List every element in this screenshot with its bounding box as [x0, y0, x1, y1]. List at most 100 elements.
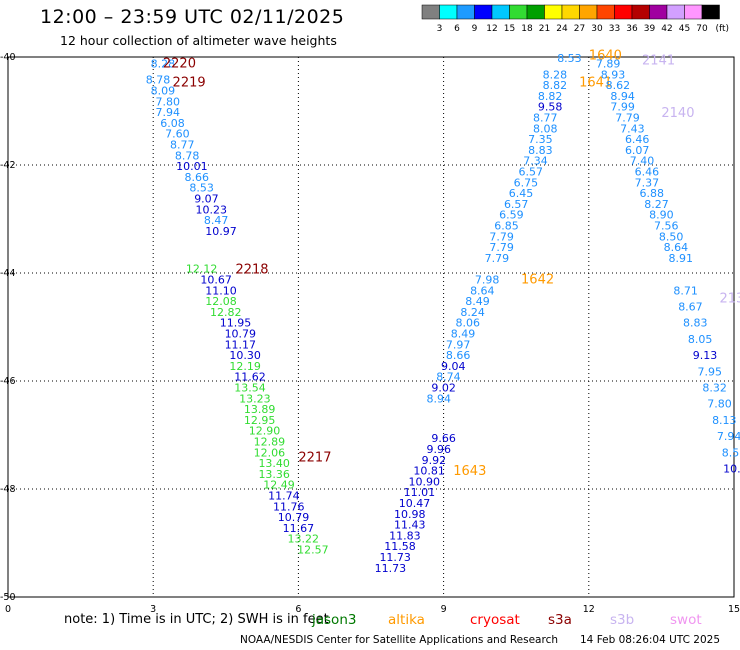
color-scale-unit: (ft) [716, 24, 730, 34]
data-point: 6.88 [639, 187, 664, 200]
data-point: 11.62 [234, 371, 266, 384]
data-point: 8.62 [606, 79, 631, 92]
color-scale-swatch [631, 4, 650, 20]
data-point: 9.92 [422, 454, 447, 467]
data-point: 8.28 [151, 57, 176, 70]
data-point: 9.02 [431, 381, 456, 394]
data-point: 6.57 [518, 165, 543, 178]
x-tick-label: 12 [583, 604, 595, 615]
track-label: 1642 [521, 272, 554, 287]
data-point: 8.83 [528, 144, 553, 157]
color-scale-swatch [439, 4, 458, 20]
data-point: 9.04 [441, 360, 466, 373]
satellite-legend-item: s3a [548, 612, 572, 628]
y-tick-label: -46 [0, 376, 16, 387]
data-point: 10.97 [205, 225, 237, 238]
color-scale-label: 36 [626, 24, 638, 34]
data-point: 13.40 [258, 457, 290, 470]
data-point: 7.80 [155, 95, 180, 108]
data-point: 6.46 [625, 133, 650, 146]
data-point: 8.06 [456, 317, 481, 330]
data-point: 9.66 [431, 432, 456, 445]
track-label: 1641 [579, 75, 612, 90]
color-scale-swatch [579, 4, 598, 20]
data-point: 10.22 [723, 462, 740, 475]
data-point: 7.80 [707, 398, 732, 411]
data-point: 10.90 [408, 475, 440, 488]
data-point: 8.83 [683, 317, 708, 330]
color-scale-swatch [701, 4, 720, 20]
data-point: 10.30 [229, 349, 261, 362]
data-point: 8.90 [649, 209, 674, 222]
data-point: 7.95 [698, 365, 723, 378]
data-point: 10.47 [399, 497, 431, 510]
data-point: 11.76 [273, 500, 305, 513]
color-scale-swatch [456, 4, 475, 20]
color-scale-swatch [509, 4, 528, 20]
track-label: 2220 [163, 56, 196, 71]
track-label: 2217 [298, 451, 331, 466]
data-point: 12.19 [229, 360, 261, 373]
data-point: 6.45 [509, 187, 534, 200]
data-point: 8.09 [151, 84, 176, 97]
data-point: 8.27 [644, 198, 669, 211]
data-point: 10.98 [394, 508, 426, 521]
color-scale-label: 27 [574, 24, 585, 34]
data-point: 8.13 [712, 414, 737, 427]
track-label: 2219 [173, 75, 206, 90]
data-point: 7.43 [620, 122, 645, 135]
track-label: 2140 [661, 106, 694, 121]
data-point: 8.66 [446, 349, 471, 362]
chart-subtitle: 12 hour collection of altimeter wave hei… [60, 33, 337, 48]
x-tick-label: 15 [728, 604, 740, 615]
data-point: 7.98 [475, 273, 500, 286]
color-scale-swatch [596, 4, 615, 20]
y-tick-label: -50 [0, 592, 16, 603]
data-point: 8.66 [185, 171, 210, 184]
color-scale-label: 3 [437, 24, 443, 34]
color-scale-swatch [684, 4, 703, 20]
data-point: 9.58 [538, 101, 563, 114]
color-scale-label: 42 [661, 24, 672, 34]
x-tick-label: 9 [441, 604, 447, 615]
data-point: 11.73 [379, 551, 411, 564]
data-point: 8.53 [189, 182, 214, 195]
color-scale-swatch [474, 4, 493, 20]
data-point: 12.49 [263, 479, 295, 492]
y-tick-label: -44 [0, 268, 16, 279]
data-point: 13.22 [287, 533, 319, 546]
data-point: 8.93 [601, 68, 626, 81]
data-point: 6.85 [494, 219, 519, 232]
data-point: 7.97 [446, 338, 471, 351]
data-point: 9.13 [693, 349, 718, 362]
footer-timestamp: 14 Feb 08:26:04 UTC 2025 [580, 634, 720, 646]
data-point: 8.94 [427, 392, 452, 405]
footer-credit: NOAA/NESDIS Center for Satellite Applica… [240, 634, 558, 646]
data-point: 6.57 [504, 198, 529, 211]
data-point: 6.46 [635, 165, 660, 178]
data-point: 6.75 [514, 176, 539, 189]
data-point: 7.34 [523, 155, 548, 168]
data-point: 12.95 [244, 414, 276, 427]
data-point: 8.78 [146, 74, 171, 87]
data-point: 8.53 [557, 52, 582, 65]
x-tick-label: 0 [5, 604, 11, 615]
data-point: 8.78 [175, 149, 200, 162]
data-point: 10.79 [225, 327, 257, 340]
data-point: 8.77 [170, 138, 195, 151]
color-scale-swatch [649, 4, 668, 20]
data-point: 8.74 [436, 371, 461, 384]
color-scale-swatch [561, 4, 580, 20]
data-point: 7.94 [717, 430, 740, 443]
color-scale-swatch [491, 4, 510, 20]
data-point: 6.59 [499, 209, 524, 222]
data-point: 7.79 [485, 252, 510, 265]
data-point: 8.47 [204, 214, 229, 227]
data-point: 8.82 [543, 79, 568, 92]
data-point: 11.17 [225, 338, 257, 351]
data-point: 8.32 [702, 381, 727, 394]
color-scale-label: 6 [454, 24, 460, 34]
satellite-legend-item: s3b [610, 612, 635, 628]
data-point: 7.94 [155, 106, 180, 119]
